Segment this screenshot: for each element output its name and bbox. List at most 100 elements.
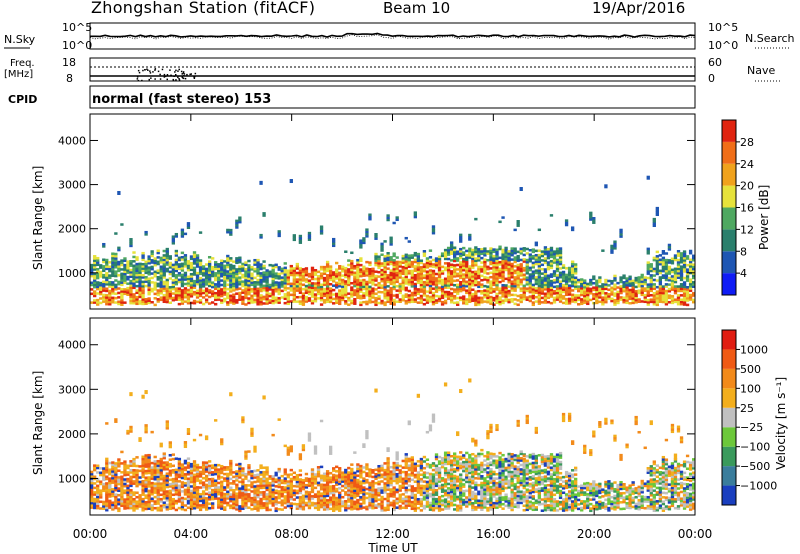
heatmap-cell xyxy=(549,246,554,250)
heatmap-cell xyxy=(156,497,160,501)
heatmap-cell xyxy=(108,283,112,286)
heatmap-cell xyxy=(310,299,315,303)
heatmap-cell xyxy=(328,452,333,455)
heatmap-cell xyxy=(174,499,179,503)
heatmap-cell xyxy=(144,430,148,434)
heatmap-cell xyxy=(359,279,363,282)
heatmap-cell xyxy=(283,497,287,500)
heatmap-cell xyxy=(640,289,644,292)
heatmap-cell xyxy=(498,267,502,271)
heatmap-cell xyxy=(528,288,532,292)
heatmap-cell xyxy=(265,499,269,503)
heatmap-cell xyxy=(162,463,166,467)
heatmap-cell xyxy=(159,475,163,479)
heatmap-cell xyxy=(498,300,502,304)
heatmap-cell xyxy=(120,290,124,293)
heatmap-cell xyxy=(93,255,97,258)
heatmap-cell xyxy=(129,484,133,488)
heatmap-cell xyxy=(501,253,505,256)
heatmap-cell xyxy=(150,265,154,269)
heatmap-cell xyxy=(325,267,330,270)
heatmap-cell xyxy=(120,484,124,487)
heatmap-cell xyxy=(235,272,239,276)
heatmap-cell xyxy=(129,286,133,289)
heatmap-cell xyxy=(670,261,675,265)
heatmap-cell xyxy=(298,241,303,244)
heatmap-cell xyxy=(389,236,393,240)
heatmap-cell xyxy=(277,476,281,480)
heatmap-cell xyxy=(93,506,97,510)
heatmap-cell xyxy=(229,504,233,507)
heatmap-cell xyxy=(586,295,590,299)
heatmap-cell xyxy=(198,508,203,512)
heatmap-cell xyxy=(262,477,266,481)
heatmap-cell xyxy=(220,268,224,271)
heatmap-cell xyxy=(141,502,145,505)
heatmap-cell xyxy=(510,298,514,301)
heatmap-cell xyxy=(259,289,263,293)
heatmap-cell xyxy=(96,272,100,275)
heatmap-cell xyxy=(292,502,296,506)
heatmap-cell xyxy=(147,505,151,508)
heatmap-cell xyxy=(552,301,557,304)
heatmap-cell xyxy=(332,467,336,470)
heatmap-cell xyxy=(504,255,508,259)
heatmap-cell xyxy=(156,271,160,275)
heatmap-cell xyxy=(223,499,227,503)
heatmap-cell xyxy=(207,282,212,285)
heatmap-cell xyxy=(280,486,284,489)
heatmap-cell xyxy=(168,474,172,477)
heatmap-cell xyxy=(268,508,272,512)
heatmap-cell xyxy=(244,267,248,271)
heatmap-cell xyxy=(468,300,472,304)
heatmap-cell xyxy=(310,486,315,489)
heatmap-cell xyxy=(365,260,369,264)
heatmap-cell xyxy=(440,254,445,258)
heatmap-cell xyxy=(564,300,569,303)
heatmap-cell xyxy=(220,301,224,304)
heatmap-cell xyxy=(214,263,218,266)
heatmap-cell xyxy=(322,298,327,302)
heatmap-cell xyxy=(595,299,599,302)
heatmap-cell xyxy=(141,464,145,467)
heatmap-cell xyxy=(310,501,315,505)
heatmap-cell xyxy=(277,418,281,421)
heatmap-cell xyxy=(416,266,421,269)
heatmap-cell xyxy=(141,484,145,488)
heatmap-cell xyxy=(153,500,157,503)
heatmap-cell xyxy=(667,248,672,251)
heatmap-cell xyxy=(437,260,442,263)
heatmap-cell xyxy=(316,270,321,274)
heatmap-cell xyxy=(567,273,572,276)
heatmap-cell xyxy=(253,287,257,291)
heatmap-cell xyxy=(244,492,248,496)
heatmap-cell xyxy=(549,290,554,294)
heatmap-cell xyxy=(259,491,263,494)
heatmap-cell xyxy=(274,274,278,278)
heatmap-cell xyxy=(598,285,602,288)
heatmap-cell xyxy=(220,442,224,446)
heatmap-cell xyxy=(271,273,275,276)
heatmap-cell xyxy=(117,480,121,484)
heatmap-cell xyxy=(174,280,179,284)
heatmap-cell xyxy=(177,280,182,284)
heatmap-cell xyxy=(207,498,212,501)
heatmap-cell xyxy=(528,248,532,252)
heatmap-cell xyxy=(117,493,121,497)
heatmap-cell xyxy=(347,475,351,479)
heatmap-cell xyxy=(328,450,333,453)
heatmap-cell xyxy=(443,295,448,298)
heatmap-cell xyxy=(335,301,339,305)
heatmap-cell xyxy=(135,471,139,474)
heatmap-cell xyxy=(483,291,487,295)
freq-point xyxy=(163,73,166,76)
heatmap-cell xyxy=(401,296,405,300)
heatmap-cell xyxy=(201,485,206,489)
heatmap-cell xyxy=(253,281,257,284)
heatmap-cell xyxy=(459,276,463,280)
heatmap-cell xyxy=(471,264,475,267)
heatmap-cell xyxy=(468,278,472,281)
heatmap-cell xyxy=(132,464,136,468)
heatmap-cell xyxy=(304,495,309,498)
heatmap-cell xyxy=(120,495,124,499)
